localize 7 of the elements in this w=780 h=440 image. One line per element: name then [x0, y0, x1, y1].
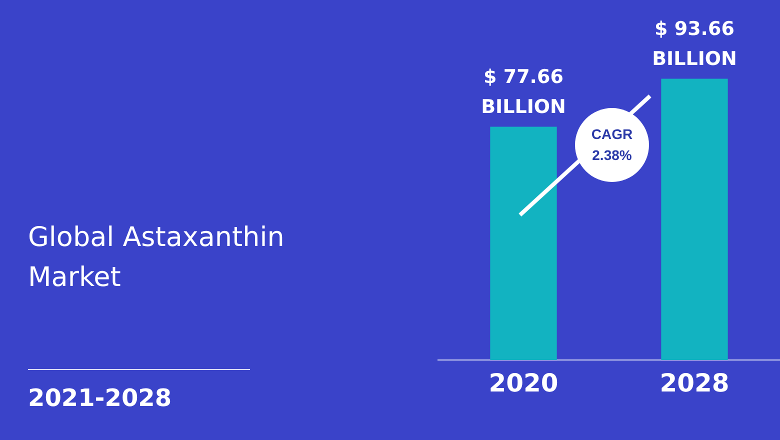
x-tick-label: 2020 — [488, 368, 558, 398]
annotation: CAGR 2.38% — [590, 125, 634, 165]
text: 2021-2028 — [28, 384, 172, 412]
text: Global Astaxanthin Market — [28, 221, 286, 295]
data-label: $ 77.66 BILLION — [481, 66, 566, 118]
data-label: $ 93.66 BILLION — [652, 18, 737, 70]
x-tick-label: 2028 — [660, 368, 730, 398]
